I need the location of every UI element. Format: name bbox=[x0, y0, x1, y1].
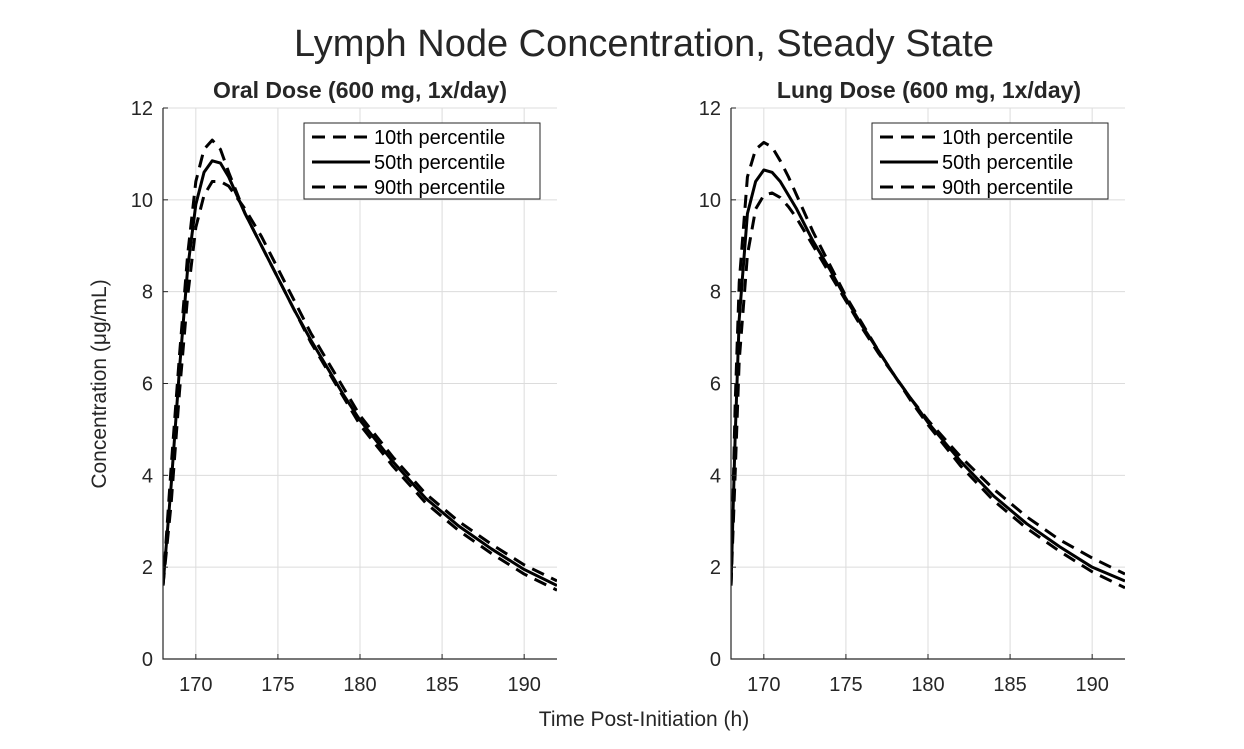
oral-dose-legend-label-2: 50th percentile bbox=[374, 152, 505, 174]
lung-dose-axis-lines bbox=[730, 108, 1125, 660]
lung-dose-x-tick-label: 185 bbox=[993, 674, 1026, 696]
lung-dose-ticks: 170 175 180 185 190 0 2 4 6 8 10 12 bbox=[699, 98, 1109, 696]
oral-dose-panel: Oral Dose (600 mg, 1x/day) 170 175 180 185 1… bbox=[131, 77, 557, 696]
lung-dose-y-tick-label: 8 bbox=[710, 282, 721, 304]
oral-dose-y-tick-label: 6 bbox=[142, 374, 153, 396]
lung-dose-x-tick-label: 180 bbox=[911, 674, 944, 696]
y-axis-label: Concentration (μg/mL) bbox=[88, 279, 111, 488]
oral-dose-x-tick-label: 175 bbox=[261, 674, 294, 696]
oral-dose-x-tick-label: 190 bbox=[507, 674, 540, 696]
oral-dose-y-tick-label: 12 bbox=[131, 98, 153, 120]
oral-dose-legend-label-1: 10th percentile bbox=[374, 127, 505, 149]
oral-dose-x-tick-label: 180 bbox=[343, 674, 376, 696]
lung-dose-y-tick-label: 12 bbox=[699, 98, 721, 120]
lung-dose-title: Lung Dose (600 mg, 1x/day) bbox=[777, 77, 1081, 103]
lung-dose-legend-label-2: 50th percentile bbox=[942, 152, 1073, 174]
oral-dose-legend-label-3: 90th percentile bbox=[374, 177, 505, 199]
lung-dose-series-line-1 bbox=[731, 140, 1125, 590]
lung-dose-y-tick-label: 10 bbox=[699, 190, 721, 212]
oral-dose-title: Oral Dose (600 mg, 1x/day) bbox=[213, 77, 507, 103]
oral-dose-y-tick-label: 8 bbox=[142, 282, 153, 304]
lung-dose-axes bbox=[730, 107, 1125, 660]
lung-dose-series-line-2 bbox=[731, 168, 1125, 586]
figure-title: Lymph Node Concentration, Steady State bbox=[294, 23, 994, 65]
oral-dose-y-tick-label: 2 bbox=[142, 557, 153, 579]
oral-dose-series-line-2 bbox=[163, 159, 557, 587]
lung-dose-panel: Lung Dose (600 mg, 1x/day) 170 175 180 185 1… bbox=[699, 77, 1125, 696]
x-axis-label: Time Post-Initiation (h) bbox=[539, 708, 749, 731]
lung-dose-y-tick-label: 2 bbox=[710, 557, 721, 579]
oral-dose-y-tick-label: 10 bbox=[131, 190, 153, 212]
lung-dose-curves bbox=[731, 140, 1125, 590]
oral-dose-curves bbox=[163, 138, 557, 592]
oral-dose-y-tick-label: 0 bbox=[142, 649, 153, 671]
lung-dose-x-tick-label: 170 bbox=[747, 674, 780, 696]
lung-dose-series-line-3 bbox=[731, 191, 1125, 586]
oral-dose-series-line-1 bbox=[163, 138, 557, 592]
oral-dose-x-tick-label: 185 bbox=[425, 674, 458, 696]
lung-dose-legend: 10th percentile 50th percentile 90th perce… bbox=[871, 122, 1109, 200]
lung-dose-legend-label-1: 10th percentile bbox=[942, 127, 1073, 149]
oral-dose-ticks: 170 175 180 185 190 0 2 4 6 8 10 12 bbox=[131, 98, 541, 696]
oral-dose-axis-lines bbox=[162, 108, 557, 660]
lung-dose-y-tick-label: 6 bbox=[710, 374, 721, 396]
oral-dose-x-tick-label: 170 bbox=[179, 674, 212, 696]
oral-dose-series-line-3 bbox=[163, 179, 557, 586]
lung-dose-x-tick-label: 190 bbox=[1075, 674, 1108, 696]
oral-dose-y-tick-label: 4 bbox=[142, 465, 153, 487]
oral-dose-legend: 10th percentile 50th percentile 90th perce… bbox=[303, 122, 541, 200]
oral-dose-axes bbox=[162, 107, 557, 660]
lung-dose-y-tick-label: 0 bbox=[710, 649, 721, 671]
lung-dose-x-tick-label: 175 bbox=[829, 674, 862, 696]
lung-dose-y-tick-label: 4 bbox=[710, 465, 721, 487]
lung-dose-legend-label-3: 90th percentile bbox=[942, 177, 1073, 199]
